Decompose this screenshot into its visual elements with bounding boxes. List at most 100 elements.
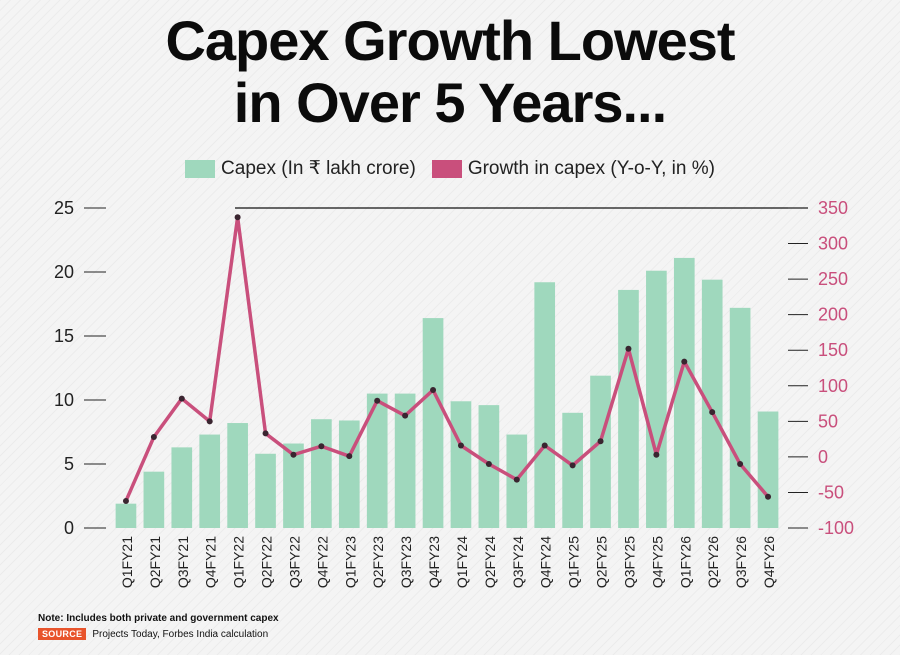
legend: Capex (In ₹ lakh crore) Growth in capex … xyxy=(0,157,900,180)
category-label-Q3FY25: Q3FY25 xyxy=(621,536,637,588)
left-tick-label-20: 20 xyxy=(54,262,74,282)
right-tick-label-0: 0 xyxy=(818,447,828,467)
bar-Q2FY23 xyxy=(366,393,388,528)
bar-Q2FY26 xyxy=(701,279,723,528)
legend-swatch-growth xyxy=(431,159,462,178)
left-tick-label-0: 0 xyxy=(64,518,74,538)
category-label-Q3FY24: Q3FY24 xyxy=(510,536,526,588)
chart-title: Capex Growth Lowest in Over 5 Years... xyxy=(0,10,900,134)
growth-point-Q4FY23 xyxy=(430,387,437,394)
growth-point-Q2FY21 xyxy=(150,433,157,440)
bar-Q4FY21 xyxy=(199,434,221,528)
source-badge: SOURCE xyxy=(38,628,87,640)
left-tick-label-15: 15 xyxy=(54,326,74,346)
category-label-Q2FY23: Q2FY23 xyxy=(370,536,386,588)
category-label-Q2FY22: Q2FY22 xyxy=(259,536,275,588)
category-label-Q2FY24: Q2FY24 xyxy=(482,536,498,588)
growth-point-Q1FY22 xyxy=(234,214,241,221)
growth-point-Q2FY24 xyxy=(485,461,492,467)
title-line-1: Capex Growth Lowest xyxy=(165,9,735,72)
growth-point-Q4FY22 xyxy=(318,443,325,450)
category-label-Q4FY22: Q4FY22 xyxy=(314,536,330,588)
growth-point-Q3FY23 xyxy=(402,412,409,419)
category-label-Q4FY23: Q4FY23 xyxy=(426,536,442,588)
category-label-Q1FY26: Q1FY26 xyxy=(677,536,693,588)
right-tick-label-50: 50 xyxy=(818,411,838,431)
growth-point-Q4FY24 xyxy=(541,442,548,449)
growth-point-Q4FY21 xyxy=(206,418,213,425)
source-text: Projects Today, Forbes India calculation xyxy=(92,628,269,640)
growth-point-Q4FY26 xyxy=(765,493,772,500)
bar-Q3FY22 xyxy=(283,443,304,528)
category-label-Q3FY22: Q3FY22 xyxy=(286,536,302,588)
bar-Q1FY21 xyxy=(115,503,137,528)
right-tick-label-150: 150 xyxy=(818,340,848,360)
bar-Q4FY22 xyxy=(311,419,332,528)
legend-item-growth: Growth in capex (Y-o-Y, in %) xyxy=(431,157,715,180)
bar-Q2FY25 xyxy=(590,375,611,528)
category-label-Q2FY26: Q2FY26 xyxy=(705,536,721,588)
bar-Q3FY23 xyxy=(394,393,416,528)
category-label-Q4FY26: Q4FY26 xyxy=(761,536,777,588)
bar-Q1FY23 xyxy=(338,420,360,528)
category-label-Q1FY21: Q1FY21 xyxy=(119,536,135,588)
category-label-Q2FY21: Q2FY21 xyxy=(147,536,163,588)
category-label-Q3FY23: Q3FY23 xyxy=(398,536,414,588)
growth-point-Q1FY23 xyxy=(346,453,353,460)
bar-Q4FY26 xyxy=(757,411,779,528)
bar-Q4FY25 xyxy=(646,270,667,528)
growth-line xyxy=(124,215,770,502)
bar-Q1FY24 xyxy=(450,401,472,528)
growth-point-Q1FY24 xyxy=(457,442,464,449)
category-label-Q4FY21: Q4FY21 xyxy=(203,536,219,588)
growth-point-Q3FY26 xyxy=(737,461,744,467)
growth-point-Q4FY25 xyxy=(653,451,660,458)
right-tick-label-100: 100 xyxy=(818,376,848,396)
growth-point-Q2FY25 xyxy=(597,438,604,445)
bar-Q1FY26 xyxy=(673,257,695,528)
legend-label-capex: Capex (In ₹ lakh crore) xyxy=(221,158,416,179)
growth-point-Q1FY25 xyxy=(569,462,576,469)
left-tick-label-5: 5 xyxy=(64,454,74,474)
legend-swatch-capex xyxy=(185,159,216,178)
left-tick-label-10: 10 xyxy=(54,390,74,410)
right-tick-label-200: 200 xyxy=(818,305,848,325)
footnote: Note: Includes both private and governme… xyxy=(38,613,279,624)
bar-Q2FY21 xyxy=(143,471,165,528)
bar-Q3FY25 xyxy=(618,289,639,528)
category-label-Q1FY22: Q1FY22 xyxy=(231,536,247,588)
bar-Q4FY24 xyxy=(534,282,556,528)
bar-Q3FY26 xyxy=(729,307,751,528)
right-tick-label-250: 250 xyxy=(818,269,848,289)
growth-point-Q1FY21 xyxy=(122,497,129,504)
category-label-Q3FY26: Q3FY26 xyxy=(733,536,749,588)
bar-Q4FY23 xyxy=(422,318,444,528)
category-label-Q3FY21: Q3FY21 xyxy=(175,536,191,588)
growth-point-Q3FY25 xyxy=(625,345,632,352)
right-tick-label-300: 300 xyxy=(818,234,848,254)
growth-point-Q3FY21 xyxy=(178,395,185,402)
category-label-Q1FY23: Q1FY23 xyxy=(342,536,358,588)
right-tick-label--100: -100 xyxy=(818,518,854,538)
left-tick-label-25: 25 xyxy=(54,198,74,218)
bar-Q2FY22 xyxy=(255,453,276,528)
title-line-2: in Over 5 Years... xyxy=(233,71,667,134)
growth-point-Q2FY22 xyxy=(262,430,269,437)
category-label-Q2FY25: Q2FY25 xyxy=(594,536,610,588)
bar-Q1FY22 xyxy=(227,423,248,528)
growth-point-Q2FY23 xyxy=(374,397,381,404)
growth-point-Q2FY26 xyxy=(709,409,716,416)
legend-label-growth: Growth in capex (Y-o-Y, in %) xyxy=(467,157,715,179)
bar-Q1FY25 xyxy=(562,412,583,528)
category-label-Q1FY24: Q1FY24 xyxy=(454,536,470,588)
growth-point-Q3FY22 xyxy=(290,451,297,458)
right-tick-label-350: 350 xyxy=(818,198,848,218)
category-label-Q1FY25: Q1FY25 xyxy=(566,536,582,588)
legend-item-capex: Capex (In ₹ lakh crore) xyxy=(185,157,416,180)
right-tick-label--50: -50 xyxy=(818,482,844,502)
source-line: SOURCE Projects Today, Forbes India calc… xyxy=(38,628,268,640)
category-label-Q4FY25: Q4FY25 xyxy=(649,536,665,588)
growth-point-Q3FY24 xyxy=(513,476,520,483)
bar-Q3FY21 xyxy=(171,447,193,528)
